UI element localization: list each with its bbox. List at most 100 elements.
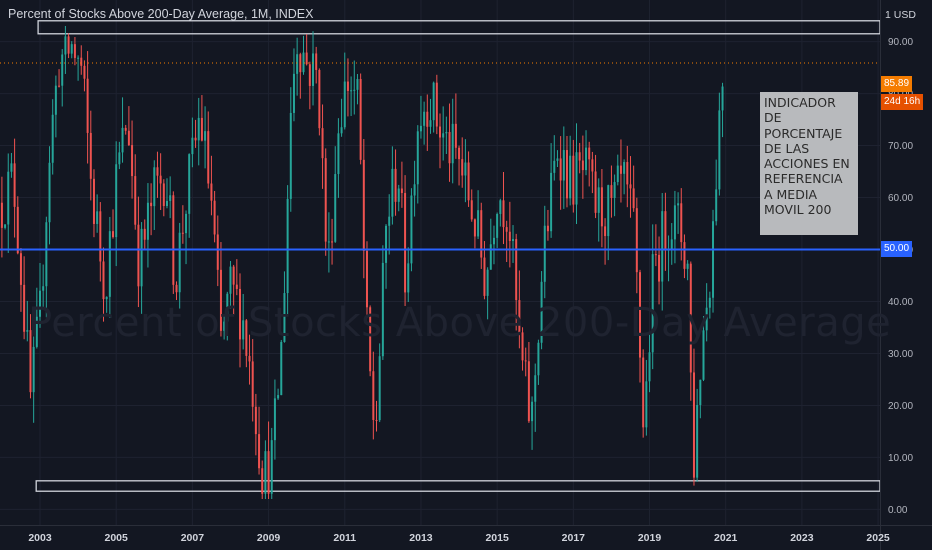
y-tick-label: 40.00 [888, 297, 913, 308]
candle-body [251, 361, 254, 407]
candle-body [258, 434, 261, 469]
candle-body [492, 237, 495, 245]
candle-body [292, 73, 295, 113]
candle-body [254, 406, 257, 435]
x-tick-label: 2017 [562, 532, 586, 544]
candle-body [448, 132, 451, 164]
candle-body [527, 361, 530, 422]
candle-body [70, 44, 73, 54]
countdown-tag: 24d 16h [881, 94, 924, 110]
candle-body [546, 225, 549, 232]
candle-body [289, 112, 292, 199]
candle-body [48, 162, 51, 223]
candle-body [61, 54, 64, 86]
candle-body [324, 158, 327, 242]
candle-body [559, 158, 562, 181]
candle-body [712, 221, 715, 298]
candle-body [64, 36, 67, 55]
candle-body [178, 232, 181, 293]
candle-body [73, 44, 76, 58]
candle-body [277, 395, 280, 399]
candle-body [537, 342, 540, 376]
candle-body [429, 120, 432, 127]
candle-body [708, 297, 711, 308]
candle-body [4, 224, 7, 228]
candle-body [23, 284, 26, 332]
candle-body [353, 89, 356, 91]
candle-body [334, 174, 337, 242]
candle-body [89, 132, 92, 179]
candle-body [29, 330, 32, 393]
candle-body [594, 171, 597, 213]
candle-body [248, 355, 251, 362]
candle-body [239, 288, 241, 340]
annotation-note[interactable]: INDICADOR DE PORCENTAJE DE LAS ACCIONES … [760, 92, 858, 235]
candle-body [146, 202, 149, 240]
candle-body [404, 193, 407, 293]
candle-body [96, 211, 99, 224]
x-axis[interactable]: 2003 2005 2007 2009 2011 2013 2015 2017 2019 2021… [0, 525, 932, 545]
candle-body [432, 82, 435, 121]
candle-body [102, 261, 105, 300]
candle-body [407, 263, 410, 293]
candle-body [581, 160, 584, 171]
candle-body [623, 162, 626, 174]
candle-body [394, 168, 397, 202]
candle-body [464, 162, 467, 176]
candle-body [467, 162, 470, 201]
candle-body [588, 147, 591, 160]
candle-body [458, 147, 461, 160]
candle-body [499, 200, 502, 214]
candle-body [705, 307, 708, 331]
candle-body [378, 356, 381, 421]
candle-body [143, 228, 146, 240]
candle-body [121, 127, 124, 153]
highlight-zones [35, 20, 881, 492]
candle-body [42, 286, 45, 291]
candle-body [340, 127, 343, 134]
candle-body [267, 451, 270, 494]
candle-body [524, 360, 527, 362]
candle-body [664, 211, 667, 251]
candle-body [502, 200, 505, 228]
candle-body [616, 165, 619, 183]
candle-body [108, 231, 111, 297]
candle-body [169, 195, 172, 201]
candle-body [204, 131, 207, 141]
candle-body [562, 150, 565, 181]
candle-body [689, 263, 692, 373]
candle-body [99, 211, 102, 262]
candle-body [156, 167, 159, 176]
candle-body [515, 239, 518, 301]
candle-body [648, 352, 651, 382]
candle-body [153, 167, 156, 207]
candle-body [572, 155, 575, 205]
candle-body [105, 296, 108, 300]
y-tick-label: 20.00 [888, 401, 913, 412]
candle-body [67, 36, 70, 54]
candle-body [629, 184, 632, 189]
candle-body [585, 147, 588, 171]
x-tick-label: 2013 [409, 532, 433, 544]
candle-body [223, 321, 226, 331]
candle-body [607, 185, 610, 237]
candle-body [483, 257, 486, 296]
candle-body [216, 234, 219, 270]
y-tick-label: 60.00 [888, 193, 913, 204]
candle-body [696, 405, 699, 478]
currency-label[interactable]: 1 USD [885, 9, 916, 21]
candle-body [280, 341, 283, 396]
candle-body [489, 244, 492, 270]
candle-body [321, 128, 324, 159]
candle-body [645, 381, 648, 428]
candle-body [327, 241, 330, 243]
candle-body [410, 195, 413, 264]
chart-watermark: Percent of Stocks Above 200-Day Average [28, 300, 892, 346]
candle-body [416, 131, 419, 185]
candle-body [391, 168, 394, 217]
candle-body [19, 253, 22, 285]
chart-title[interactable]: Percent of Stocks Above 200-Day Average,… [8, 7, 314, 21]
candle-body [435, 82, 438, 127]
candle-body [626, 162, 629, 185]
